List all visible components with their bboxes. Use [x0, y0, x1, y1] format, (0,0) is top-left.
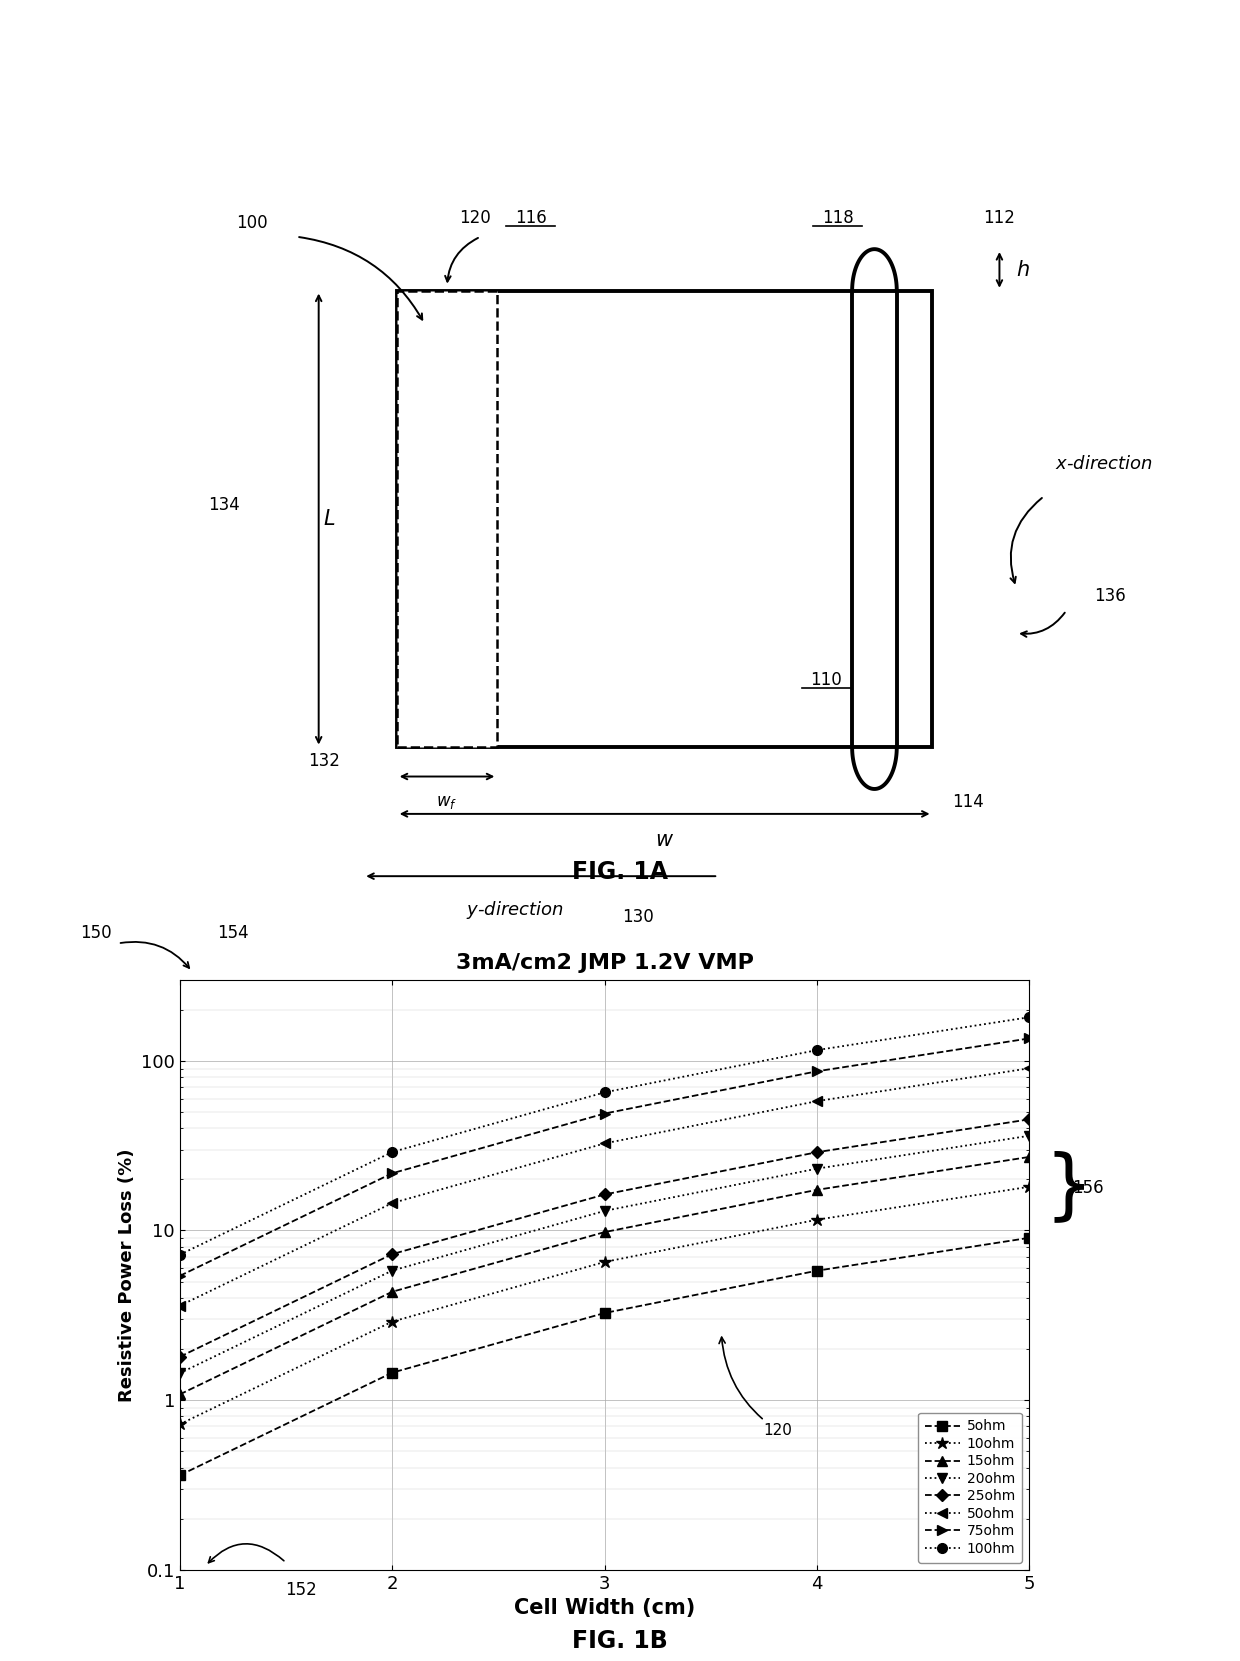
75ohm [810, 1061, 825, 1081]
Line: 25ohm: 25ohm [176, 1115, 1033, 1360]
50ohm [810, 1091, 825, 1111]
Text: 156: 156 [1073, 1179, 1105, 1196]
25ohm [172, 1347, 187, 1367]
50ohm [1022, 1058, 1037, 1078]
25ohm [810, 1143, 825, 1163]
10ohm [810, 1209, 825, 1229]
Text: $y$-$direction$: $y$-$direction$ [466, 899, 563, 920]
Text: $w_f$: $w_f$ [436, 792, 458, 811]
Text: 112: 112 [982, 209, 1014, 226]
Line: 50ohm: 50ohm [175, 1063, 1034, 1311]
Text: $L$: $L$ [324, 508, 335, 530]
X-axis label: Cell Width (cm): Cell Width (cm) [513, 1598, 696, 1618]
Text: 100: 100 [236, 214, 268, 233]
Line: 15ohm: 15ohm [175, 1153, 1034, 1399]
5ohm [1022, 1227, 1037, 1247]
Text: $h$: $h$ [1017, 259, 1030, 281]
Title: 3mA/cm2 JMP 1.2V VMP: 3mA/cm2 JMP 1.2V VMP [455, 953, 754, 973]
Bar [397, 291, 497, 747]
100hm [1022, 1007, 1037, 1026]
Text: 118: 118 [822, 209, 853, 226]
Text: 114: 114 [952, 794, 985, 811]
Line: 5ohm: 5ohm [175, 1232, 1034, 1480]
20ohm [598, 1201, 613, 1221]
Text: 120: 120 [719, 1337, 792, 1438]
20ohm [384, 1261, 399, 1281]
Bar [397, 291, 932, 747]
100hm [384, 1143, 399, 1163]
100hm [810, 1040, 825, 1060]
15ohm [598, 1222, 613, 1242]
15ohm [810, 1179, 825, 1199]
Text: 154: 154 [217, 925, 249, 942]
10ohm [598, 1252, 613, 1272]
Text: $w$: $w$ [655, 830, 675, 850]
75ohm [1022, 1028, 1037, 1048]
Text: 120: 120 [459, 209, 491, 226]
100hm [172, 1244, 187, 1264]
75ohm [384, 1163, 399, 1183]
Text: }: } [1044, 1151, 1092, 1224]
Text: FIG. 1B: FIG. 1B [572, 1629, 668, 1653]
25ohm [384, 1244, 399, 1264]
Text: 150: 150 [81, 925, 113, 942]
Legend: 5ohm, 10ohm, 15ohm, 20ohm, 25ohm, 50ohm, 75ohm, 100hm: 5ohm, 10ohm, 15ohm, 20ohm, 25ohm, 50ohm,… [918, 1412, 1022, 1563]
10ohm [384, 1312, 399, 1332]
Text: 130: 130 [621, 909, 653, 925]
10ohm [172, 1414, 187, 1433]
Line: 100hm: 100hm [175, 1012, 1034, 1259]
15ohm [172, 1384, 187, 1404]
Text: 110: 110 [811, 671, 842, 689]
5ohm [384, 1362, 399, 1382]
25ohm [1022, 1110, 1037, 1129]
10ohm [1022, 1178, 1037, 1198]
Text: 116: 116 [515, 209, 547, 226]
75ohm [172, 1266, 187, 1286]
25ohm [598, 1184, 613, 1204]
Y-axis label: Resistive Power Loss (%): Resistive Power Loss (%) [118, 1148, 135, 1402]
Text: FIG. 1A: FIG. 1A [572, 860, 668, 884]
50ohm [172, 1296, 187, 1316]
Text: $x$-$direction$: $x$-$direction$ [1055, 455, 1153, 473]
Line: 10ohm: 10ohm [174, 1181, 1035, 1430]
Line: 75ohm: 75ohm [175, 1033, 1034, 1281]
20ohm [172, 1364, 187, 1384]
20ohm [1022, 1126, 1037, 1146]
15ohm [1022, 1148, 1037, 1168]
100hm [598, 1083, 613, 1103]
50ohm [384, 1193, 399, 1213]
5ohm [810, 1261, 825, 1281]
5ohm [598, 1304, 613, 1324]
Line: 20ohm: 20ohm [175, 1131, 1034, 1379]
15ohm [384, 1282, 399, 1302]
20ohm [810, 1159, 825, 1179]
75ohm [598, 1103, 613, 1123]
50ohm [598, 1133, 613, 1153]
5ohm [172, 1465, 187, 1485]
Text: 136: 136 [1095, 588, 1126, 605]
Text: 134: 134 [208, 497, 239, 513]
Text: 152: 152 [285, 1581, 317, 1598]
Text: 132: 132 [309, 752, 340, 769]
